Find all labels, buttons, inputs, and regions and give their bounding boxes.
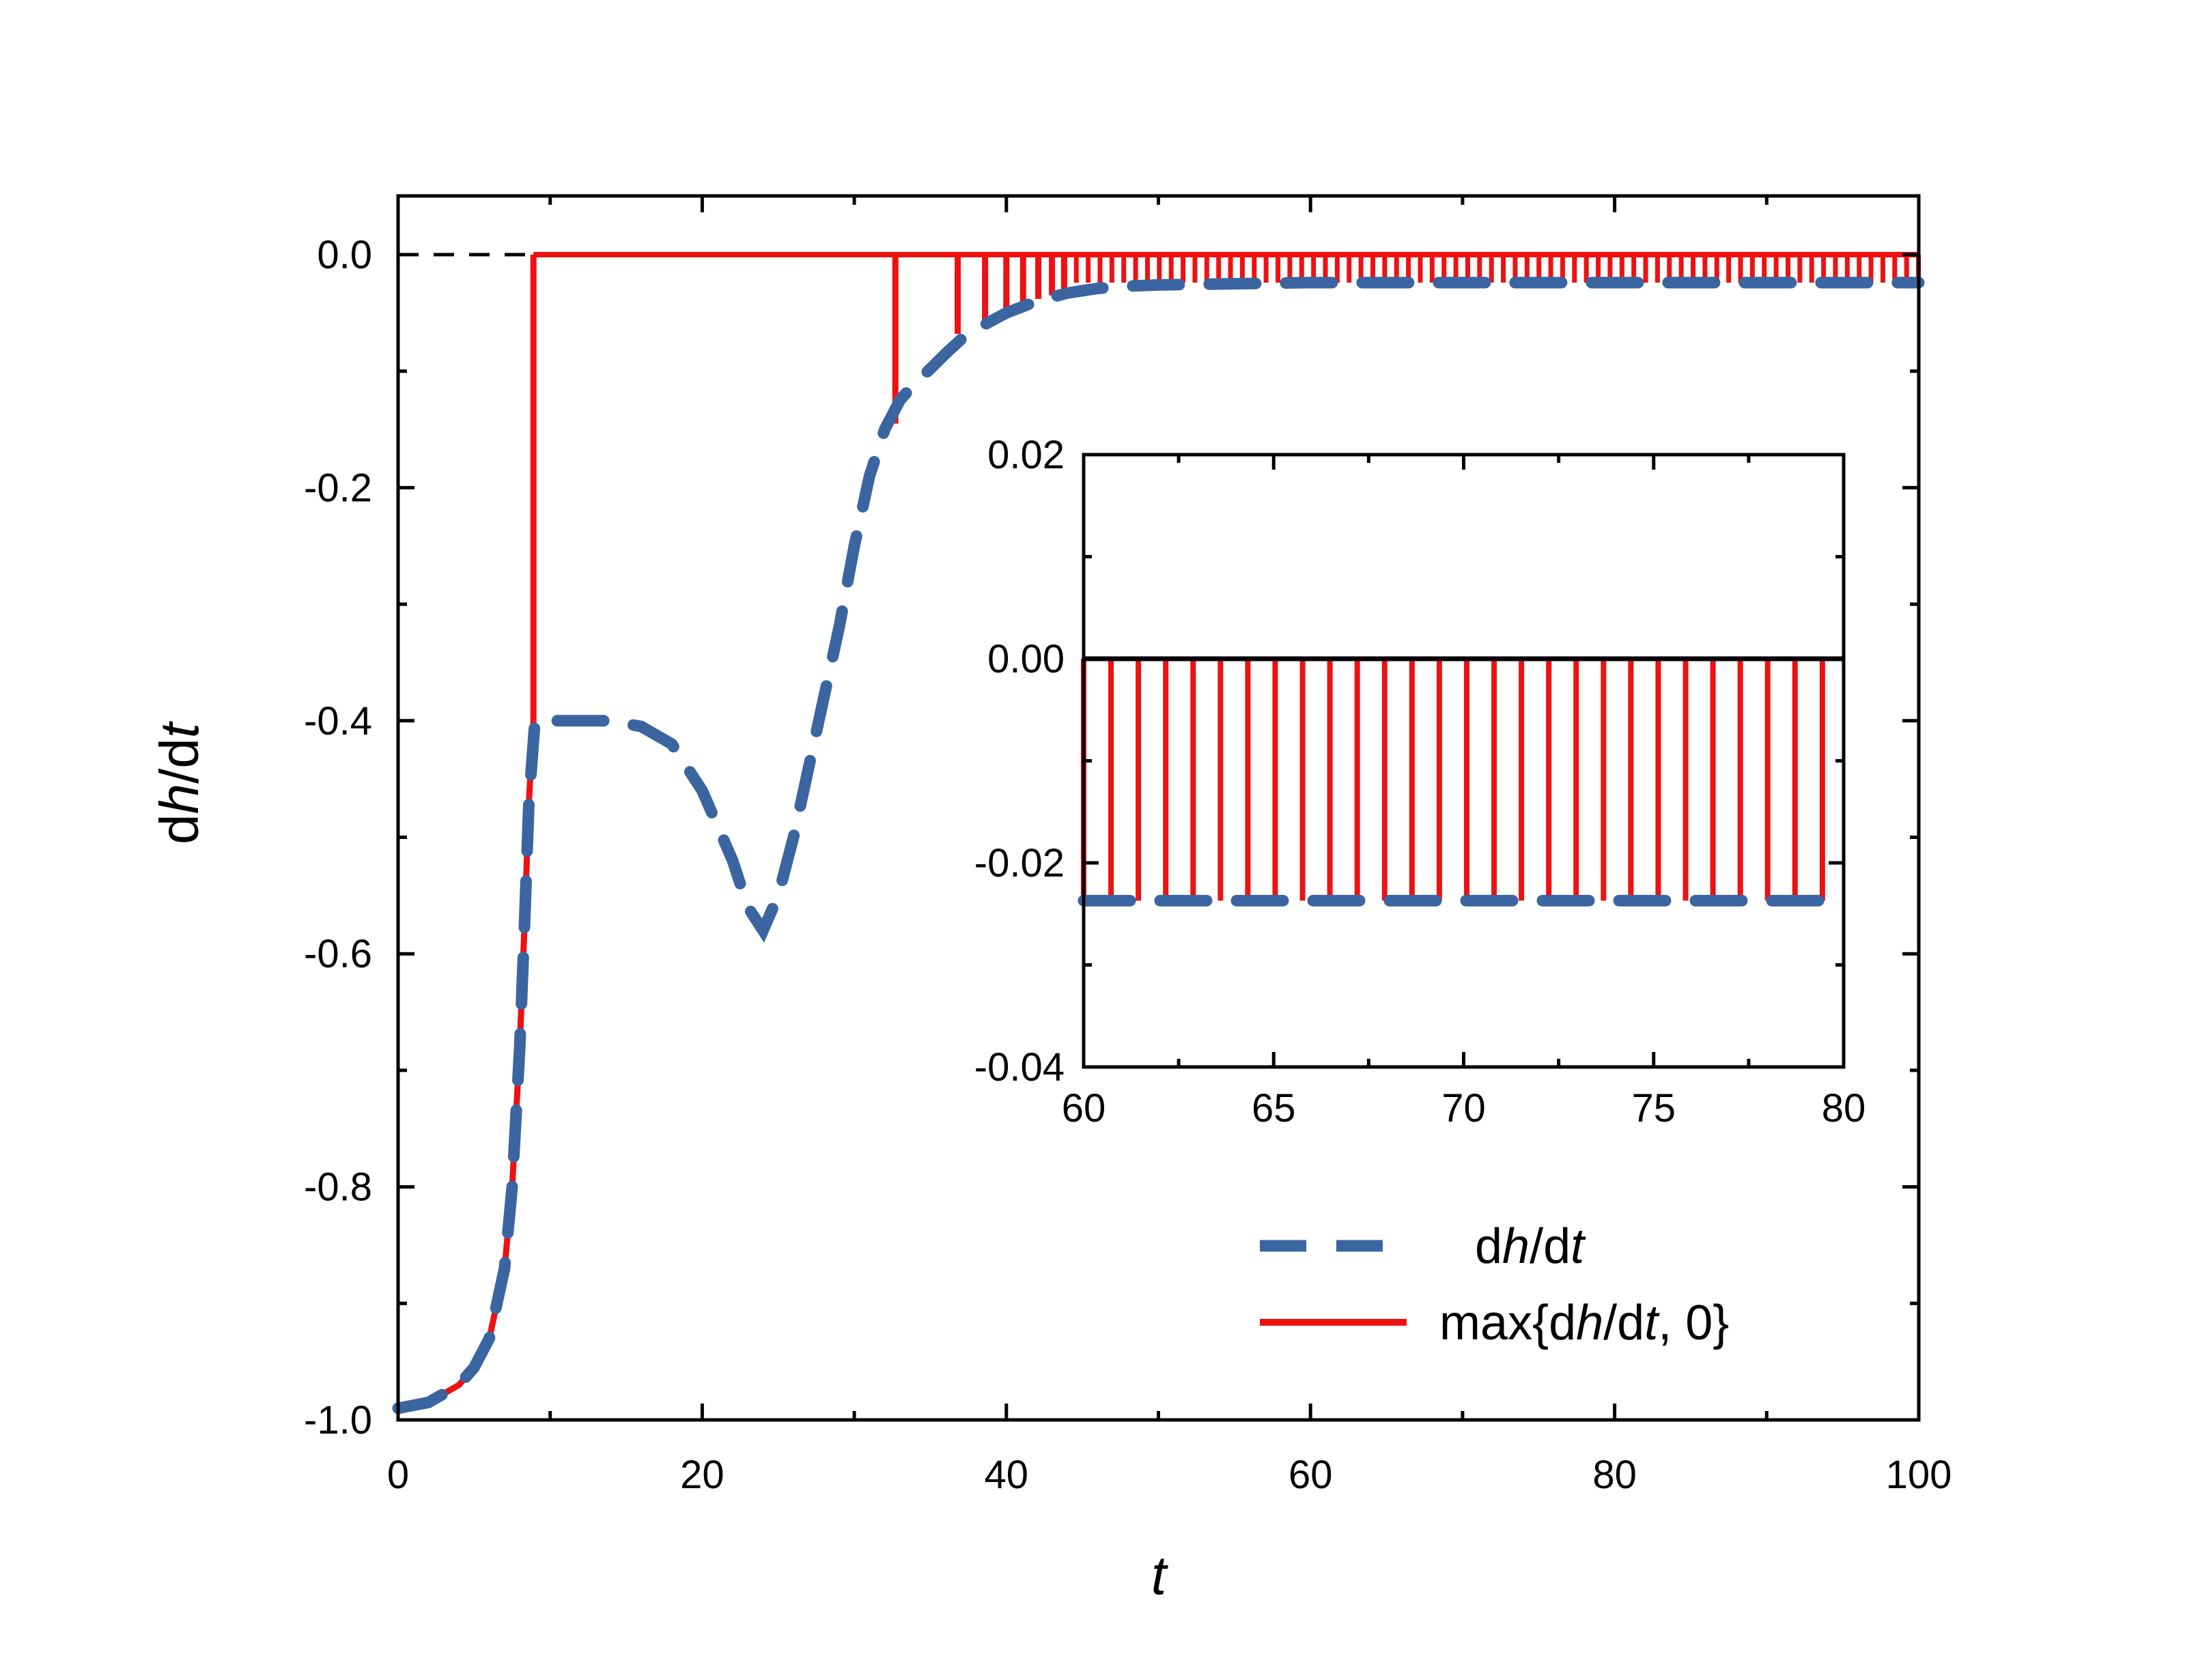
legend-1-prefix: max{d	[1439, 1296, 1576, 1350]
y-title-var: h	[149, 784, 210, 814]
legend: dh/dt max{dh/dt, 0}	[1260, 1219, 1729, 1350]
legend-0-prefix: d	[1475, 1219, 1502, 1274]
legend-1-var2: t	[1644, 1296, 1660, 1350]
y-tick-label: -0.4	[304, 699, 372, 743]
inset-plot-area	[1078, 656, 1850, 907]
y-title-var2: t	[149, 721, 210, 738]
inset-x-tick-label: 75	[1631, 1086, 1676, 1130]
y-tick-label: 0.0	[317, 233, 372, 277]
y-title-prefix: d	[149, 814, 210, 844]
y-tick-label: -0.8	[304, 1165, 372, 1210]
legend-0-mid: /d	[1530, 1219, 1571, 1274]
y-tick-label: -1.0	[304, 1398, 372, 1442]
x-tick-label: 60	[1289, 1453, 1333, 1497]
legend-0-var2: t	[1571, 1219, 1586, 1274]
main-axis-ticks: 0 20 40 60 80 100 -1.0 -0.8 -0.6 -0.4 -0.2 0.0	[304, 196, 1952, 1497]
inset-y-tick-label: 0.02	[987, 433, 1065, 477]
x-tick-label: 0	[387, 1453, 409, 1497]
x-tick-label: 100	[1886, 1453, 1952, 1497]
inset-y-tick-label: 0.00	[987, 637, 1065, 681]
inset-x-tick-label: 60	[1062, 1086, 1106, 1130]
inset-background	[1084, 455, 1844, 1067]
inset-y-tick-label: -0.04	[974, 1045, 1065, 1090]
y-tick-label: -0.2	[304, 466, 372, 510]
legend-label-max: max{dh/dt, 0}	[1439, 1296, 1729, 1350]
y-axis-title: dh/dt	[149, 721, 210, 844]
inset-y-tick-label: -0.02	[974, 841, 1065, 885]
x-tick-label: 20	[680, 1453, 724, 1497]
x-tick-label: 40	[985, 1453, 1029, 1497]
blue-dashed-series-line	[392, 276, 1925, 1414]
x-tick-label: 80	[1592, 1453, 1637, 1497]
legend-1-var: h	[1576, 1296, 1603, 1350]
legend-0-var: h	[1502, 1219, 1530, 1274]
legend-label-dhdt: dh/dt	[1475, 1219, 1586, 1274]
main-plot-area	[392, 252, 1925, 1414]
y-tick-label: -0.6	[304, 932, 372, 976]
x-axis-title: t	[1151, 1545, 1168, 1606]
legend-1-mid: /d	[1603, 1296, 1644, 1350]
legend-1-suffix: , 0}	[1658, 1296, 1729, 1350]
inset-x-tick-label: 65	[1252, 1086, 1296, 1130]
y-title-mid: /d	[149, 738, 210, 784]
inset-axis-ticks: 60 65 70 75 80 -0.04 -0.02 0.00 0.02	[974, 433, 1866, 1130]
inset-x-tick-label: 70	[1441, 1086, 1486, 1130]
inset-x-tick-label: 80	[1822, 1086, 1866, 1130]
